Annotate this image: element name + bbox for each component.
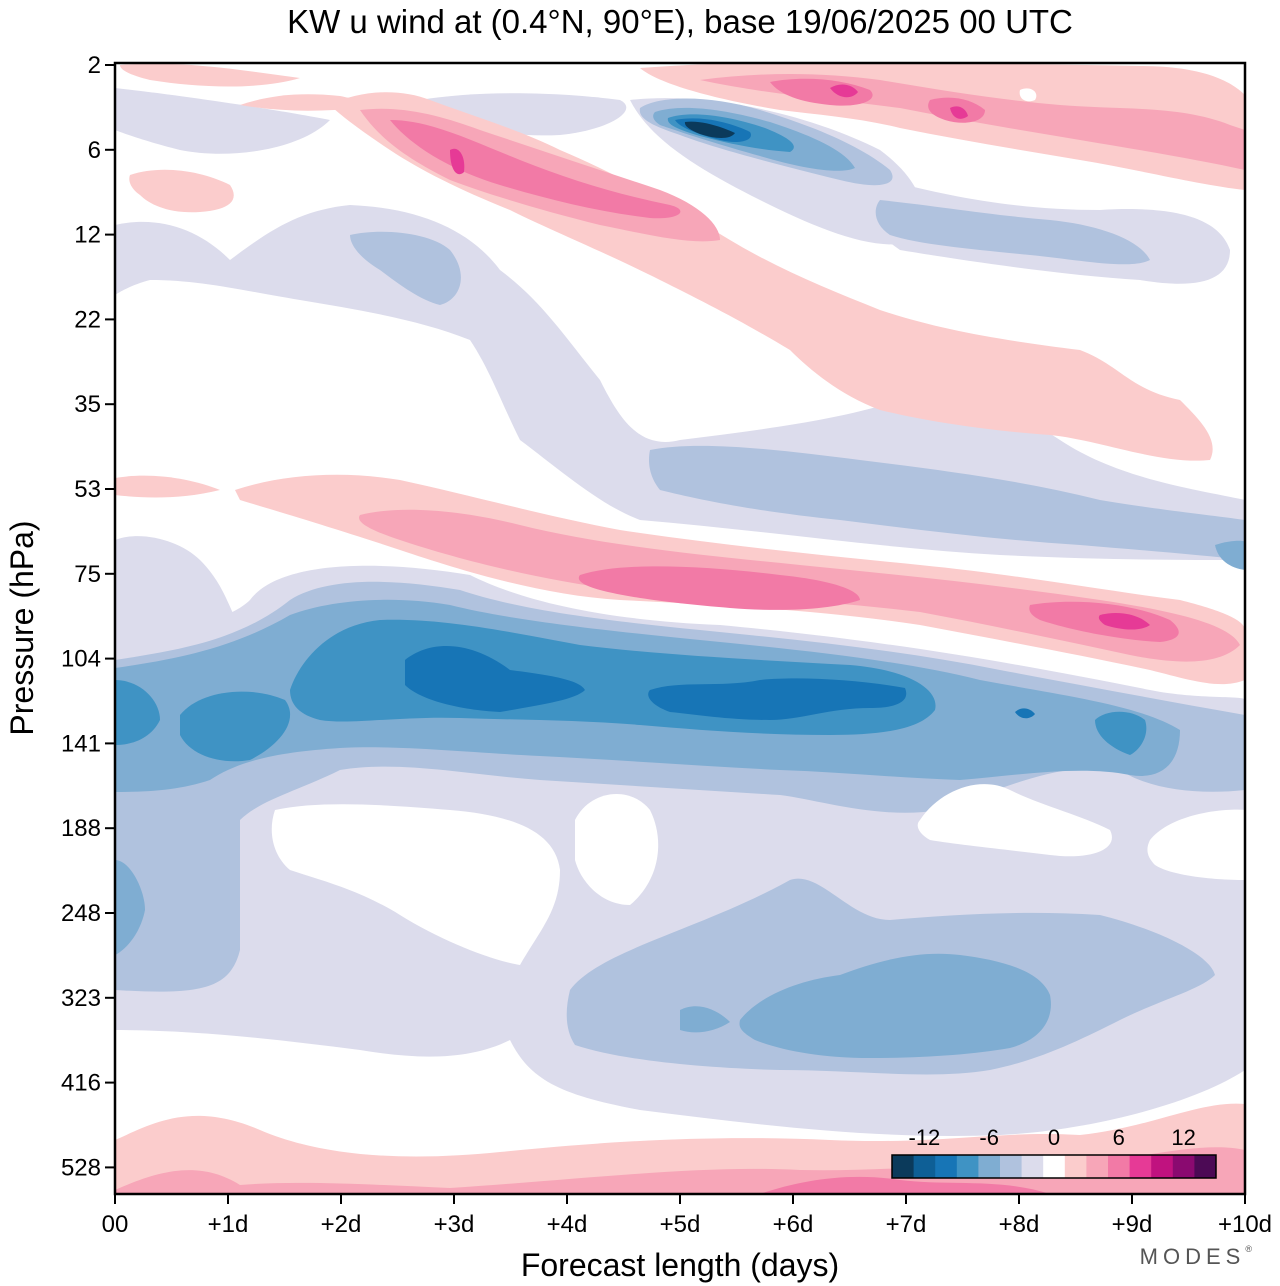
colorbar-swatch bbox=[1000, 1155, 1023, 1178]
y-tick-label: 104 bbox=[61, 646, 101, 673]
contour-fill bbox=[830, 84, 858, 98]
y-tick-label: 188 bbox=[61, 815, 101, 842]
x-tick-label: +8d bbox=[999, 1211, 1040, 1238]
contour-fill bbox=[684, 121, 735, 138]
contour-fill bbox=[115, 680, 160, 745]
x-tick-label: +7d bbox=[886, 1211, 927, 1238]
x-axis: 00 +1d +2d +3d +4d +5d +6d +7d +8d +9d +10d bbox=[102, 1194, 1272, 1238]
colorbar-swatch bbox=[1194, 1155, 1217, 1178]
colorbar-swatch bbox=[1151, 1155, 1174, 1178]
x-tick-label: +3d bbox=[434, 1211, 475, 1238]
y-tick-label: 416 bbox=[61, 1070, 101, 1097]
contour-fill bbox=[1147, 809, 1245, 880]
colorbar-swatch bbox=[892, 1155, 915, 1178]
colorbar-tick-label: 0 bbox=[1048, 1125, 1060, 1150]
x-tick-label: +9d bbox=[1112, 1211, 1153, 1238]
x-axis-label: Forecast length (days) bbox=[521, 1247, 839, 1283]
contour-fill bbox=[649, 445, 1245, 560]
contour-fill bbox=[680, 1006, 730, 1033]
contour-fill bbox=[350, 231, 461, 305]
colorbar-swatch bbox=[913, 1155, 936, 1178]
x-tick-label: +4d bbox=[547, 1211, 588, 1238]
colorbar-swatch bbox=[1064, 1155, 1087, 1178]
colorbar-swatch bbox=[1086, 1155, 1109, 1178]
contour-fill bbox=[648, 678, 907, 720]
contour-fill bbox=[1015, 708, 1035, 719]
x-tick-label: 00 bbox=[102, 1211, 129, 1238]
contour-fill bbox=[950, 106, 968, 119]
contour-fill bbox=[115, 205, 1245, 560]
contour-fill bbox=[575, 793, 659, 905]
colorbar-frame bbox=[891, 1154, 1217, 1179]
colorbar-swatch bbox=[1043, 1155, 1066, 1178]
modes-brand-logo: MODES® bbox=[1140, 1244, 1252, 1270]
contour-fill bbox=[120, 63, 300, 87]
contour-fill bbox=[115, 88, 330, 154]
contour-fill bbox=[129, 169, 234, 213]
y-axis-label: Pressure (hPa) bbox=[4, 520, 40, 735]
plot-area bbox=[115, 63, 1245, 1194]
y-axis: 2 6 12 22 35 53 75 104 141 188 248 323 416 528 bbox=[61, 52, 115, 1181]
x-tick-label: +6d bbox=[773, 1211, 814, 1238]
y-tick-label: 141 bbox=[61, 730, 101, 757]
chart-title: KW u wind at (0.4°N, 90°E), base 19/06/2… bbox=[287, 3, 1073, 40]
contour-fill bbox=[1098, 613, 1150, 630]
x-tick-label: +1d bbox=[208, 1211, 249, 1238]
contour-fill bbox=[271, 804, 560, 965]
y-tick-label: 12 bbox=[74, 222, 101, 249]
colorbar-tick-label: 12 bbox=[1171, 1125, 1195, 1150]
contour-fill bbox=[115, 475, 220, 498]
contour-fill bbox=[1215, 540, 1245, 570]
contour-fill bbox=[875, 200, 1150, 265]
contour-fill bbox=[390, 120, 681, 219]
y-tick-label: 528 bbox=[61, 1154, 101, 1181]
colorbar-swatch bbox=[978, 1155, 1001, 1178]
colorbar-tick-label: -12 bbox=[909, 1125, 941, 1150]
contour-fill bbox=[115, 860, 145, 955]
contour-fill bbox=[405, 646, 585, 712]
contour-fill bbox=[180, 691, 291, 762]
contour-fill bbox=[739, 953, 1051, 1058]
y-tick-label: 2 bbox=[88, 52, 101, 79]
y-tick-label: 22 bbox=[74, 306, 101, 333]
x-tick-label: +5d bbox=[660, 1211, 701, 1238]
x-tick-label: +10d bbox=[1218, 1211, 1272, 1238]
contour-fill bbox=[917, 784, 1112, 857]
registered-mark: ® bbox=[1245, 1244, 1252, 1254]
colorbar-swatch bbox=[935, 1155, 958, 1178]
contour-fill bbox=[1019, 88, 1037, 102]
contour-fill bbox=[1095, 711, 1147, 755]
colorbar-swatch bbox=[1021, 1155, 1044, 1178]
contour-fill bbox=[115, 536, 250, 650]
contour-fill bbox=[450, 148, 465, 175]
colorbar-swatch bbox=[1108, 1155, 1131, 1178]
contour-fill bbox=[115, 1147, 1245, 1194]
contour-fill bbox=[578, 566, 860, 610]
y-tick-label: 53 bbox=[74, 476, 101, 503]
contour-fill bbox=[760, 1176, 1050, 1194]
colorbar: -12 -6 0 6 12 bbox=[891, 1125, 1217, 1179]
y-tick-label: 6 bbox=[88, 137, 101, 164]
y-tick-label: 323 bbox=[61, 985, 101, 1012]
colorbar-tick-label: -6 bbox=[979, 1125, 999, 1150]
brand-name: MODES bbox=[1139, 1244, 1246, 1269]
y-tick-label: 248 bbox=[61, 900, 101, 927]
colorbar-swatch bbox=[1129, 1155, 1152, 1178]
colorbar-swatch bbox=[1172, 1155, 1195, 1178]
x-tick-label: +2d bbox=[321, 1211, 362, 1238]
y-tick-label: 35 bbox=[74, 391, 101, 418]
colorbar-tick-label: 6 bbox=[1113, 1125, 1125, 1150]
y-tick-label: 75 bbox=[74, 561, 101, 588]
colorbar-swatch bbox=[956, 1155, 979, 1178]
